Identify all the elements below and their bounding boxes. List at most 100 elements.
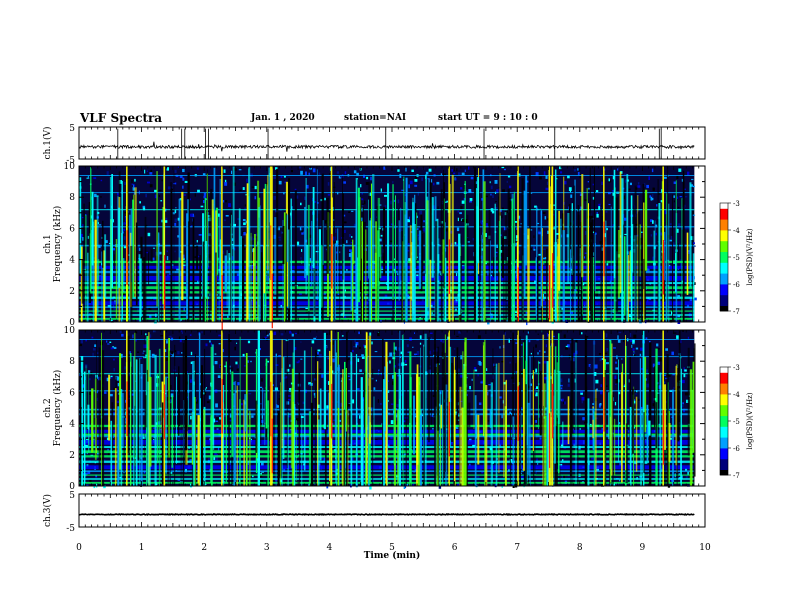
sferic-streak [282, 220, 284, 322]
noise-speckle [518, 250, 521, 255]
sferic-streak [333, 243, 336, 322]
noise-speckle [311, 340, 315, 344]
sferic-streak [134, 332, 136, 467]
noise-speckle [296, 418, 299, 422]
noise-speckle [344, 229, 346, 233]
noise-speckle [236, 342, 238, 344]
noise-speckle [361, 356, 365, 359]
noise-speckle [309, 234, 312, 238]
noise-speckle [237, 382, 240, 386]
y-tick-label: 0 [69, 482, 75, 492]
sferic-streak [192, 361, 195, 436]
noise-speckle [224, 182, 228, 186]
sferic-streak [219, 178, 222, 281]
sferic-streak [557, 238, 559, 322]
x-tick-label: 5 [389, 543, 395, 553]
sferic-streak [192, 411, 195, 486]
noise-speckle [648, 176, 650, 180]
sferic-streak [458, 233, 461, 315]
noise-speckle [174, 350, 177, 352]
noise-speckle [380, 319, 382, 323]
noise-speckle [198, 280, 201, 284]
sferic-streak [118, 207, 121, 288]
noise-speckle [340, 175, 342, 178]
sferic-streak [149, 376, 152, 467]
sferic-streak [384, 366, 386, 432]
sferic-streak [444, 257, 447, 322]
noise-speckle [177, 479, 181, 481]
sferic-streak [224, 255, 227, 293]
frequency-band [79, 282, 695, 284]
noise-speckle [474, 369, 478, 372]
noise-speckle [536, 458, 538, 462]
noise-speckle [544, 257, 547, 260]
noise-speckle [673, 181, 677, 184]
noise-speckle [681, 475, 683, 480]
noise-speckle [355, 342, 359, 346]
noise-speckle [346, 269, 348, 271]
noise-speckle [183, 264, 186, 267]
noise-speckle [272, 261, 275, 265]
sferic-streak [655, 402, 658, 449]
sferic-streak [369, 220, 371, 322]
noise-speckle [685, 196, 688, 198]
sferic-streak [356, 407, 358, 486]
colorbar-cell [720, 453, 728, 456]
sferic-streak [556, 414, 558, 486]
sferic-streak [546, 248, 548, 322]
noise-speckle [250, 360, 252, 363]
noise-speckle [131, 179, 133, 183]
noise-speckle [641, 367, 644, 371]
noise-speckle [182, 257, 185, 260]
noise-speckle [145, 252, 149, 254]
sferic-streak [587, 398, 590, 486]
sferic-streak [265, 358, 268, 429]
frequency-band [79, 209, 695, 211]
noise-speckle [110, 375, 113, 377]
noise-speckle [407, 351, 410, 353]
sferic-streak [556, 362, 559, 440]
sferic-streak [512, 332, 514, 444]
noise-speckle [369, 332, 372, 336]
noise-speckle [518, 269, 520, 272]
noise-speckle [628, 209, 630, 212]
noise-speckle [552, 335, 555, 338]
sferic-streak [451, 174, 454, 322]
noise-speckle [571, 311, 574, 314]
noise-speckle [290, 480, 294, 483]
colorbar-tick-label: -5 [733, 254, 740, 262]
noise-speckle [166, 274, 170, 277]
sferic-streak [567, 213, 570, 284]
noise-speckle [107, 452, 110, 457]
noise-speckle [416, 354, 418, 358]
noise-speckle [534, 428, 538, 431]
noise-speckle [534, 420, 537, 423]
noise-speckle [180, 319, 182, 321]
noise-speckle [326, 405, 329, 409]
noise-speckle [408, 216, 410, 220]
colorbar-cell [720, 446, 728, 449]
noise-speckle [384, 205, 387, 208]
sferic-streak [424, 178, 426, 275]
colorbar-cell [720, 282, 728, 285]
sferic-streak [454, 369, 456, 486]
noise-speckle [308, 382, 311, 385]
sferic-streak [104, 234, 107, 298]
noise-speckle [415, 175, 417, 179]
noise-speckle [423, 220, 426, 223]
sferic-streak [248, 410, 251, 486]
sferic-streak [634, 185, 637, 322]
noise-speckle [520, 370, 524, 375]
noise-speckle [390, 420, 394, 424]
colorbar-cell [720, 208, 728, 211]
noise-speckle [317, 404, 320, 409]
noise-speckle [454, 348, 456, 350]
sferic-streak [619, 171, 622, 293]
sferic-streak [672, 194, 673, 322]
sferic-streak [250, 232, 252, 322]
noise-speckle [260, 472, 262, 475]
colorbar-cell [720, 413, 728, 416]
sferic-streak [687, 347, 690, 456]
sferic-streak [395, 195, 396, 322]
